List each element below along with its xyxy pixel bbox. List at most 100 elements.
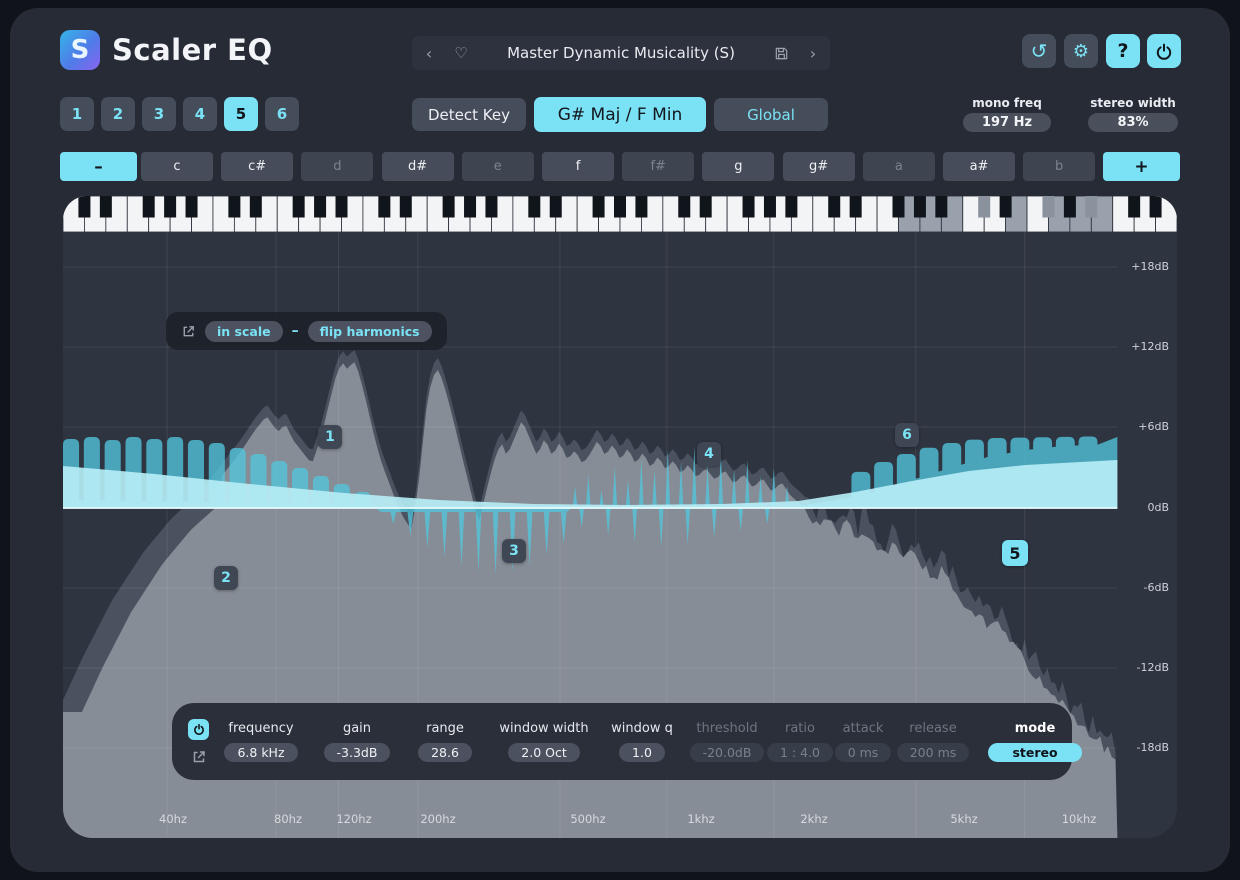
note-button-g#[interactable]: g# xyxy=(782,152,855,181)
param-value[interactable]: 6.8 kHz xyxy=(224,743,298,762)
param-label: gain xyxy=(342,721,372,736)
param-value[interactable]: 1.0 xyxy=(619,743,665,762)
band-button-6[interactable]: 6 xyxy=(265,97,299,131)
key-display-button[interactable]: G# Maj / F Min xyxy=(534,97,706,132)
param-label: attack xyxy=(842,721,884,736)
eq-graph[interactable]: +18dB +12dB +6dB 0dB -6dB -12dB -18dB 40hz 80hz 1… xyxy=(63,232,1177,838)
param-window-width: window width 2.0 Oct xyxy=(489,721,599,762)
param-value[interactable]: -20.0dB xyxy=(689,743,765,762)
undo-icon: ↺ xyxy=(1030,39,1048,63)
freq-axis-label: 200hz xyxy=(420,812,456,826)
db-axis-label: -12dB xyxy=(1136,661,1170,674)
db-axis-label: 0dB xyxy=(1147,501,1169,514)
db-axis-label: -6dB xyxy=(1143,581,1170,594)
band-marker-2[interactable]: 2 xyxy=(214,566,238,590)
freq-axis-label: 500hz xyxy=(570,812,606,826)
param-value[interactable]: stereo xyxy=(988,743,1082,762)
settings-button[interactable]: ⚙ xyxy=(1064,34,1098,68)
band-marker-3[interactable]: 3 xyxy=(502,539,526,563)
freq-axis-label: 5khz xyxy=(950,812,978,826)
note-button-g[interactable]: g xyxy=(702,152,775,181)
param-value[interactable]: 28.6 xyxy=(418,743,472,762)
note-button-c#[interactable]: c# xyxy=(221,152,294,181)
band-marker-5[interactable]: 5 xyxy=(1002,540,1028,566)
band-button-2[interactable]: 2 xyxy=(101,97,135,131)
band-power-button[interactable] xyxy=(188,718,209,740)
db-axis-label: +6dB xyxy=(1138,420,1169,433)
freq-axis-label: 40hz xyxy=(159,812,187,826)
note-button-e[interactable]: e xyxy=(461,152,534,181)
note-button-f#[interactable]: f# xyxy=(622,152,695,181)
note-button-a[interactable]: a xyxy=(862,152,935,181)
param-attack: attack 0 ms xyxy=(831,721,895,762)
note-button-c[interactable]: c xyxy=(141,152,213,181)
piano-keyboard[interactable] xyxy=(63,196,1177,232)
help-button[interactable]: ? xyxy=(1106,34,1140,68)
note-button-d[interactable]: d xyxy=(301,152,374,181)
preset-name[interactable]: Master Dynamic Musicality (S) xyxy=(507,44,735,62)
power-icon xyxy=(193,723,204,735)
stereo-width-value[interactable]: 83% xyxy=(1088,113,1178,132)
note-button-b[interactable]: b xyxy=(1023,152,1096,181)
param-threshold: threshold -20.0dB xyxy=(685,721,769,762)
power-icon xyxy=(1156,43,1172,60)
band-button-3[interactable]: 3 xyxy=(142,97,176,131)
scale-toggle-group: in scale – flip harmonics xyxy=(166,312,447,350)
param-label: range xyxy=(426,721,464,736)
preset-next-button[interactable]: › xyxy=(809,43,817,63)
band-controls-panel: frequency 6.8 kHz gain -3.3dB range 28.6 windo… xyxy=(172,703,1082,780)
freq-axis-label: 2khz xyxy=(800,812,828,826)
db-axis-label: -18dB xyxy=(1136,741,1170,754)
app-title: Scaler EQ xyxy=(112,33,273,67)
param-value[interactable]: -3.3dB xyxy=(323,743,391,762)
param-label: window q xyxy=(611,721,673,736)
param-gain: gain -3.3dB xyxy=(313,721,401,762)
freq-axis-label: 120hz xyxy=(336,812,372,826)
global-button[interactable]: Global xyxy=(714,98,828,131)
db-axis-label: +12dB xyxy=(1131,340,1169,353)
band-button-1[interactable]: 1 xyxy=(60,97,94,131)
in-scale-toggle[interactable]: in scale xyxy=(205,320,283,342)
param-value[interactable]: 0 ms xyxy=(834,743,892,762)
param-label: threshold xyxy=(696,721,758,736)
param-frequency: frequency 6.8 kHz xyxy=(209,721,313,762)
note-button-d#[interactable]: d# xyxy=(381,152,454,181)
band-marker-1[interactable]: 1 xyxy=(318,425,342,449)
flip-harmonics-toggle[interactable]: flip harmonics xyxy=(307,320,432,342)
param-label: mode xyxy=(1014,721,1056,736)
save-icon[interactable] xyxy=(766,46,796,61)
note-button-f[interactable]: f xyxy=(542,152,614,181)
param-value[interactable]: 1 : 4.0 xyxy=(767,743,833,762)
external-link-icon[interactable] xyxy=(191,749,207,765)
app-logo: S xyxy=(60,30,100,70)
reset-button[interactable]: ↺ xyxy=(1022,34,1056,68)
param-value[interactable]: 2.0 Oct xyxy=(508,743,580,762)
param-label: ratio xyxy=(785,721,815,736)
preset-prev-button[interactable]: ‹ xyxy=(425,43,433,63)
param-label: release xyxy=(909,721,957,736)
param-label: window width xyxy=(499,721,589,736)
band-button-5[interactable]: 5 xyxy=(224,97,258,131)
gear-icon: ⚙ xyxy=(1072,40,1090,62)
power-button[interactable] xyxy=(1147,34,1181,68)
param-window-q: window q 1.0 xyxy=(599,721,685,762)
band-button-4[interactable]: 4 xyxy=(183,97,217,131)
band-marker-6[interactable]: 6 xyxy=(895,423,919,447)
detect-key-button[interactable]: Detect Key xyxy=(412,98,526,131)
note-button-a#[interactable]: a# xyxy=(943,152,1015,181)
band-marker-4[interactable]: 4 xyxy=(697,442,721,466)
favorite-icon[interactable]: ♡ xyxy=(454,44,468,62)
mono-freq-value[interactable]: 197 Hz xyxy=(963,113,1051,132)
question-icon: ? xyxy=(1117,40,1129,62)
param-mode: mode stereo xyxy=(971,721,1099,762)
freq-axis-label: 80hz xyxy=(274,812,302,826)
param-value[interactable]: 200 ms xyxy=(896,743,970,762)
add-band-button[interactable]: + xyxy=(1103,152,1180,181)
external-link-icon[interactable] xyxy=(181,324,196,339)
preset-bar: ‹ ♡ Master Dynamic Musicality (S) › xyxy=(412,36,830,70)
param-label: frequency xyxy=(228,721,294,736)
param-range: range 28.6 xyxy=(401,721,489,762)
remove-band-button[interactable]: – xyxy=(60,152,137,181)
stereo-width-label: stereo width xyxy=(1090,96,1176,110)
